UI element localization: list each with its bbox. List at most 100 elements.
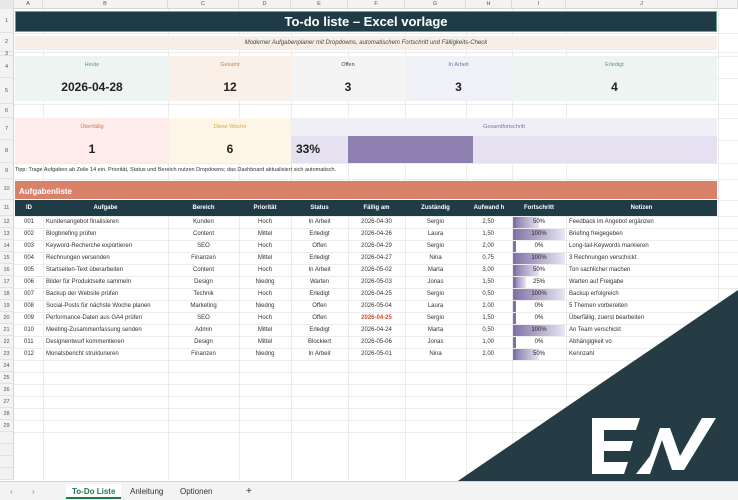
cell-owner[interactable]: Sergio <box>426 291 445 297</box>
cell-notes[interactable]: 5 Themen vorbereiten <box>569 303 628 309</box>
cell-prio[interactable]: Mittel <box>257 231 273 237</box>
cell-id[interactable]: 003 <box>24 243 35 249</box>
row-header-11[interactable]: 11 <box>0 200 14 216</box>
cell-id[interactable]: 012 <box>24 351 35 357</box>
cell-prio[interactable]: Hoch <box>257 291 272 297</box>
cell-owner[interactable]: Sergio <box>426 243 445 249</box>
select-all-corner[interactable] <box>0 0 14 9</box>
cell-prio[interactable]: Hoch <box>257 243 272 249</box>
cell-id[interactable]: 006 <box>24 279 35 285</box>
progress-label[interactable]: 25% <box>532 279 545 285</box>
cell-owner[interactable]: Nina <box>429 255 442 261</box>
cell-task[interactable]: Monatsbericht strukturieren <box>46 351 119 357</box>
column-header-e[interactable]: E <box>291 0 348 9</box>
cell-notes[interactable]: Long-tail-Keywords markieren <box>569 243 649 249</box>
cell-owner[interactable]: Sergio <box>426 219 445 225</box>
cell-id[interactable]: 011 <box>24 339 34 345</box>
cell-area[interactable]: SEO <box>197 243 210 249</box>
cell-notes[interactable]: Kennzahl <box>569 351 595 357</box>
cell-effort[interactable]: 2,00 <box>482 351 494 357</box>
row-header-empty[interactable] <box>0 456 14 468</box>
cell-task[interactable]: Rechnungen versenden <box>46 255 110 261</box>
cell-owner[interactable]: Laura <box>427 303 444 309</box>
cell-task[interactable]: Blogbriefing prüfen <box>46 231 97 237</box>
progress-label[interactable]: 0% <box>534 339 544 345</box>
column-header-h[interactable]: H <box>466 0 512 9</box>
cell-status[interactable]: In Arbeit <box>308 351 331 357</box>
cell-effort[interactable]: 0,50 <box>482 291 494 297</box>
column-header-extra[interactable] <box>718 0 738 9</box>
cell-due[interactable]: 2026-05-04 <box>361 303 392 309</box>
cell-effort[interactable]: 0,75 <box>482 255 494 261</box>
cell-id[interactable]: 004 <box>24 255 35 261</box>
header-priority[interactable]: Priorität <box>253 205 277 211</box>
cell-status[interactable]: Erledigt <box>309 291 330 297</box>
header-effort[interactable]: Aufwand h <box>473 205 505 211</box>
header-due[interactable]: Fällig am <box>363 205 390 211</box>
cell-id[interactable]: 002 <box>24 231 35 237</box>
cell-area[interactable]: Content <box>192 267 214 273</box>
cell-due[interactable]: 2026-04-29 <box>361 243 392 249</box>
cell-due[interactable]: 2026-04-30 <box>361 219 392 225</box>
row-header-2[interactable]: 2 <box>0 33 14 52</box>
progress-label[interactable]: 50% <box>532 219 545 225</box>
row-header-27[interactable]: 27 <box>0 396 14 408</box>
cell-area[interactable]: Finanzen <box>191 351 216 357</box>
row-header-12[interactable]: 12 <box>0 216 14 228</box>
cell-task[interactable]: Designentwurf kommentieren <box>46 339 125 345</box>
cell-notes[interactable]: Feedback im Angebot ergänzen <box>569 219 654 225</box>
row-header-empty[interactable] <box>0 444 14 456</box>
cell-task[interactable]: Keyword-Recherche exportieren <box>46 243 133 249</box>
tab-anleitung[interactable]: Anleitung <box>130 487 164 496</box>
row-header-6[interactable]: 6 <box>0 104 14 118</box>
column-header-f[interactable]: F <box>348 0 405 9</box>
cell-effort[interactable]: 2,50 <box>482 219 494 225</box>
cell-id[interactable]: 001 <box>24 219 35 225</box>
cell-task[interactable]: Meeting-Zusammenfassung senden <box>46 327 142 333</box>
cell-id[interactable]: 007 <box>24 291 35 297</box>
column-header-b[interactable]: B <box>43 0 168 9</box>
row-header-empty[interactable] <box>0 468 14 480</box>
cell-effort[interactable]: 0,50 <box>482 327 494 333</box>
cell-area[interactable]: Content <box>192 231 214 237</box>
tab-optionen[interactable]: Optionen <box>180 487 213 496</box>
cell-owner[interactable]: Marta <box>427 267 444 273</box>
cell-area[interactable]: Admin <box>194 327 212 333</box>
cell-notes[interactable]: Abhängigkeit vo <box>569 339 612 345</box>
cell-status[interactable]: Offen <box>312 315 327 321</box>
row-header-16[interactable]: 16 <box>0 264 14 276</box>
cell-prio[interactable]: Hoch <box>257 315 272 321</box>
cell-due[interactable]: 2026-04-27 <box>361 255 392 261</box>
header-notes[interactable]: Notizen <box>630 205 653 211</box>
cell-owner[interactable]: Nina <box>429 351 442 357</box>
row-header-15[interactable]: 15 <box>0 252 14 264</box>
cell-due[interactable]: 2026-05-01 <box>361 351 392 357</box>
row-header-21[interactable]: 21 <box>0 324 14 336</box>
tab-scroll-right-icon[interactable]: › <box>32 487 35 496</box>
row-header-24[interactable]: 24 <box>0 360 14 372</box>
cell-due[interactable]: 2026-05-03 <box>361 279 392 285</box>
cell-area[interactable]: Design <box>194 339 213 345</box>
cell-task[interactable]: Startseiten-Text überarbeiten <box>46 267 124 273</box>
row-header-29[interactable]: 29 <box>0 420 14 432</box>
column-header-d[interactable]: D <box>239 0 291 9</box>
row-header-3[interactable]: 3 <box>0 51 14 57</box>
cell-prio[interactable]: Mittel <box>257 255 273 261</box>
cell-notes[interactable]: Warten auf Freigabe <box>569 279 624 285</box>
row-header-20[interactable]: 20 <box>0 312 14 324</box>
cell-effort[interactable]: 3,00 <box>482 267 494 273</box>
row-header-26[interactable]: 26 <box>0 384 14 396</box>
header-progress[interactable]: Fortschritt <box>524 205 554 211</box>
cell-owner[interactable]: Sergio <box>426 315 445 321</box>
cell-due[interactable]: 2026-04-25 <box>361 315 392 321</box>
row-header-9[interactable]: 9 <box>0 163 14 179</box>
cell-status[interactable]: Erledigt <box>309 255 330 261</box>
cell-notes[interactable]: Ton sachlicher machen <box>569 267 631 273</box>
cell-prio[interactable]: Niedrig <box>255 303 275 309</box>
tab-scroll-left-icon[interactable]: ‹ <box>10 487 13 496</box>
cell-effort[interactable]: 1,00 <box>482 339 494 345</box>
row-header-13[interactable]: 13 <box>0 228 14 240</box>
cell-effort[interactable]: 2,00 <box>482 243 494 249</box>
progress-label[interactable]: 50% <box>532 351 545 357</box>
cell-effort[interactable]: 1,50 <box>482 315 494 321</box>
